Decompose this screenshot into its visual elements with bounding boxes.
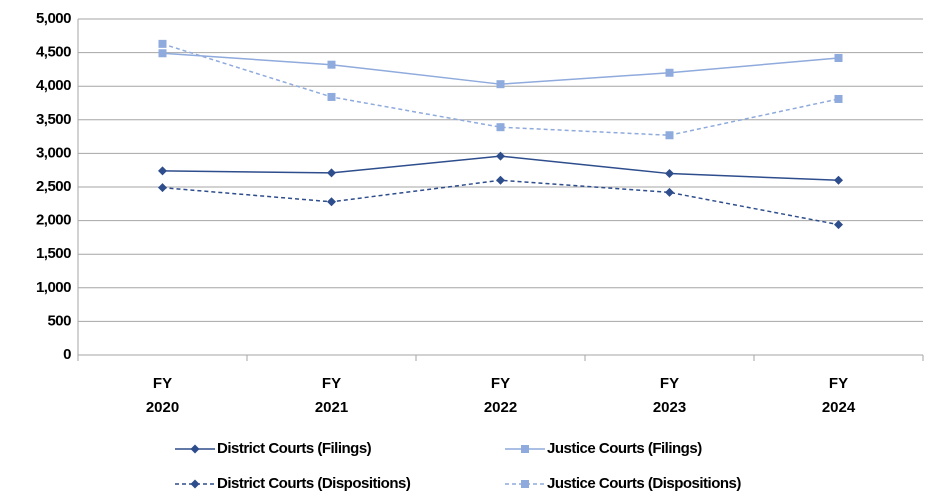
y-tick-label: 3,500: [36, 111, 71, 128]
marker: [158, 166, 167, 176]
y-tick-label: 1,000: [36, 279, 71, 296]
legend-marker: [190, 444, 200, 454]
y-tick-label: 3,000: [36, 144, 71, 161]
marker: [665, 169, 674, 179]
marker: [665, 131, 674, 140]
legend-marker: [190, 479, 200, 489]
legend-marker: [521, 480, 529, 488]
marker: [496, 151, 505, 161]
series-line: [162, 52, 839, 85]
x-tick-label: FY 2020: [145, 375, 180, 416]
legend-label: Justice Courts (Dispositions): [547, 475, 741, 492]
y-tick-label: 5,000: [36, 10, 71, 27]
marker: [158, 49, 167, 58]
y-tick-label: 2,000: [36, 212, 71, 229]
y-tick-label: 4,500: [36, 44, 71, 61]
series-line: [162, 43, 839, 137]
y-tick-label: 4,000: [36, 77, 71, 94]
y-tick-label: 500: [47, 312, 71, 329]
legend-marker: [521, 445, 529, 453]
marker: [665, 68, 674, 77]
marker: [158, 39, 167, 48]
marker: [834, 53, 843, 62]
legend-label: Justice Courts (Filings): [547, 440, 702, 457]
marker: [834, 94, 843, 103]
marker: [327, 92, 336, 101]
marker: [327, 197, 336, 207]
x-tick-label: FY 2023: [652, 375, 687, 416]
legend-label: District Courts (Dispositions): [217, 475, 411, 492]
marker: [327, 60, 336, 69]
x-tick-label: FY 2021: [314, 375, 349, 416]
legend-label: District Courts (Filings): [217, 440, 372, 457]
marker: [834, 220, 843, 230]
marker: [158, 183, 167, 193]
y-tick-label: 1,500: [36, 245, 71, 262]
y-tick-label: 2,500: [36, 178, 71, 195]
x-tick-label: FY 2022: [483, 375, 518, 416]
y-tick-label: 0: [63, 346, 71, 363]
x-tick-label: FY 2024: [821, 375, 856, 416]
marker: [496, 123, 505, 132]
marker: [665, 187, 674, 197]
marker: [496, 80, 505, 89]
marker: [327, 168, 336, 178]
marker: [496, 175, 505, 185]
marker: [834, 175, 843, 185]
